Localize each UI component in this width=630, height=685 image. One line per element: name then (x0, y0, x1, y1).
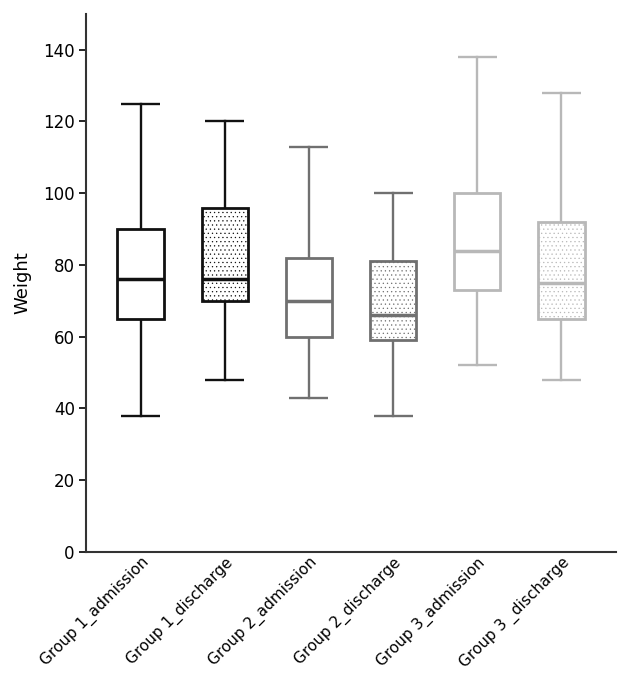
Bar (286, 258, 332, 336)
Bar (538, 222, 585, 319)
Bar (454, 193, 500, 290)
Y-axis label: Weight: Weight (14, 251, 32, 314)
Bar (117, 229, 164, 319)
Bar (202, 208, 248, 301)
Bar (370, 261, 416, 340)
